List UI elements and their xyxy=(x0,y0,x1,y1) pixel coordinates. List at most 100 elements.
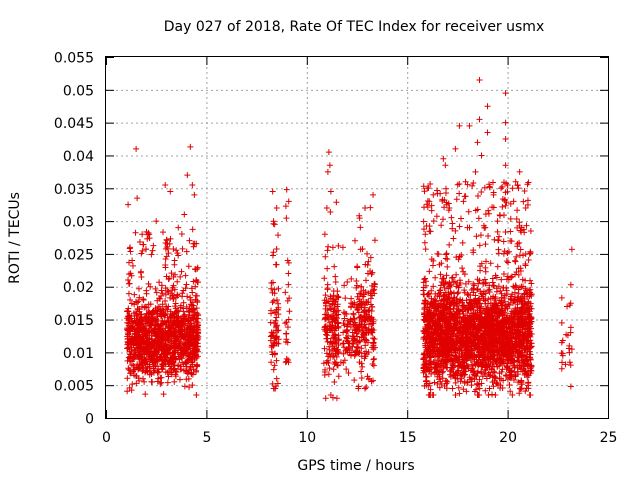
roti-cloud-point xyxy=(564,303,571,310)
roti-cloud-point xyxy=(356,215,363,222)
roti-cloud-point xyxy=(147,320,154,327)
roti-cloud-point xyxy=(327,209,334,216)
roti-cloud-point xyxy=(270,249,277,256)
roti-cloud-point xyxy=(525,379,532,386)
roti-cloud-point xyxy=(340,320,347,327)
roti-cloud-point xyxy=(131,354,138,361)
roti-cloud-point xyxy=(505,259,512,266)
roti-cloud-point xyxy=(461,193,468,200)
roti-cloud-point xyxy=(351,315,358,322)
roti-cloud-point xyxy=(522,287,529,294)
roti-cloud-point xyxy=(125,276,132,283)
roti-cloud-point xyxy=(175,343,182,350)
roti-cloud-point xyxy=(514,207,521,214)
roti-cloud-point xyxy=(321,297,328,304)
roti-cloud-point xyxy=(143,367,150,374)
roti-cloud-point xyxy=(333,353,340,360)
roti-cloud-point xyxy=(434,187,441,194)
roti-cloud-point xyxy=(172,294,179,301)
roti-cloud-point xyxy=(494,228,501,235)
roti-cloud-point xyxy=(448,214,455,221)
roti-cloud-point xyxy=(370,335,377,342)
roti-cloud-point xyxy=(162,240,169,247)
x-axis-tick-labels: 0 5 10 15 20 25 xyxy=(102,430,617,446)
roti-cloud-point xyxy=(125,290,132,297)
roti-cloud-point xyxy=(142,246,149,253)
roti-point xyxy=(558,365,565,372)
roti-cloud-point xyxy=(491,236,498,243)
roti-cloud-point xyxy=(148,332,155,339)
roti-point xyxy=(133,145,140,152)
roti-cloud-point xyxy=(190,278,197,285)
roti-cloud-point xyxy=(356,326,363,333)
roti-cloud-point xyxy=(188,301,195,308)
roti-cloud-point xyxy=(345,345,352,352)
roti-cloud-point xyxy=(160,391,167,398)
roti-cloud-point xyxy=(172,373,179,380)
roti-cloud-point xyxy=(355,309,362,316)
roti-cloud-point xyxy=(174,278,181,285)
roti-cloud-point xyxy=(275,232,282,239)
roti-point xyxy=(193,392,200,399)
roti-cloud-point xyxy=(156,343,163,350)
roti-cloud-point xyxy=(321,324,328,331)
roti-cloud-point xyxy=(128,337,135,344)
roti-cloud-point xyxy=(177,323,184,330)
roti-cloud-point xyxy=(369,361,376,368)
roti-cloud-point xyxy=(178,230,185,237)
roti-cloud-point xyxy=(186,384,193,391)
roti-cloud-point xyxy=(137,311,144,318)
roti-cloud-point xyxy=(167,294,174,301)
roti-cloud-point xyxy=(370,356,377,363)
roti-cloud-point xyxy=(333,296,340,303)
roti-cloud-point xyxy=(322,305,329,312)
roti-point xyxy=(568,246,575,253)
roti-cloud-point xyxy=(443,250,450,257)
roti-cloud-point xyxy=(128,358,135,365)
roti-cloud-point xyxy=(520,198,527,205)
roti-cloud-point xyxy=(363,277,370,284)
roti-cloud-point xyxy=(179,245,186,252)
roti-point xyxy=(285,198,292,205)
roti-cloud-point xyxy=(271,340,278,347)
roti-cloud-point xyxy=(325,359,332,366)
roti-cloud-point xyxy=(172,305,179,312)
roti-point xyxy=(324,168,331,175)
roti-cloud-point xyxy=(178,350,185,357)
roti-point xyxy=(460,198,467,205)
roti-cloud-point xyxy=(193,367,200,374)
roti-cloud-point xyxy=(473,386,480,393)
roti-cloud-point xyxy=(357,313,364,320)
roti-cloud-point xyxy=(175,252,182,259)
roti-cloud-point xyxy=(136,365,143,372)
roti-cloud-point xyxy=(149,247,156,254)
roti-cloud-point xyxy=(331,263,338,270)
roti-cloud-point xyxy=(328,351,335,358)
roti-cloud-point xyxy=(153,331,160,338)
roti-point xyxy=(442,162,449,169)
x-tick-label: 5 xyxy=(202,430,211,446)
roti-cloud-point xyxy=(179,359,186,366)
roti-cloud-point xyxy=(139,368,146,375)
roti-cloud-point xyxy=(192,335,199,342)
roti-point xyxy=(474,139,481,146)
x-tick-label: 10 xyxy=(298,430,316,446)
roti-cloud-point xyxy=(124,308,131,315)
roti-cloud-point xyxy=(469,182,476,189)
roti-cloud-point xyxy=(138,337,145,344)
roti-cloud-point xyxy=(335,242,342,249)
roti-cloud-point xyxy=(358,368,365,375)
roti-cloud-point xyxy=(173,369,180,376)
roti-cloud-point xyxy=(335,307,342,314)
roti-cloud-point xyxy=(517,246,524,253)
roti-cloud-point xyxy=(334,361,341,368)
roti-cloud-point xyxy=(528,280,535,287)
roti-cloud-point xyxy=(332,278,339,285)
roti-cloud-point xyxy=(146,371,153,378)
roti-cloud-point xyxy=(321,345,328,352)
roti-cloud-point xyxy=(354,282,361,289)
roti-cloud-point xyxy=(361,309,368,316)
roti-cloud-point xyxy=(126,280,133,287)
roti-cloud-point xyxy=(452,392,459,399)
roti-cloud-point xyxy=(360,331,367,338)
